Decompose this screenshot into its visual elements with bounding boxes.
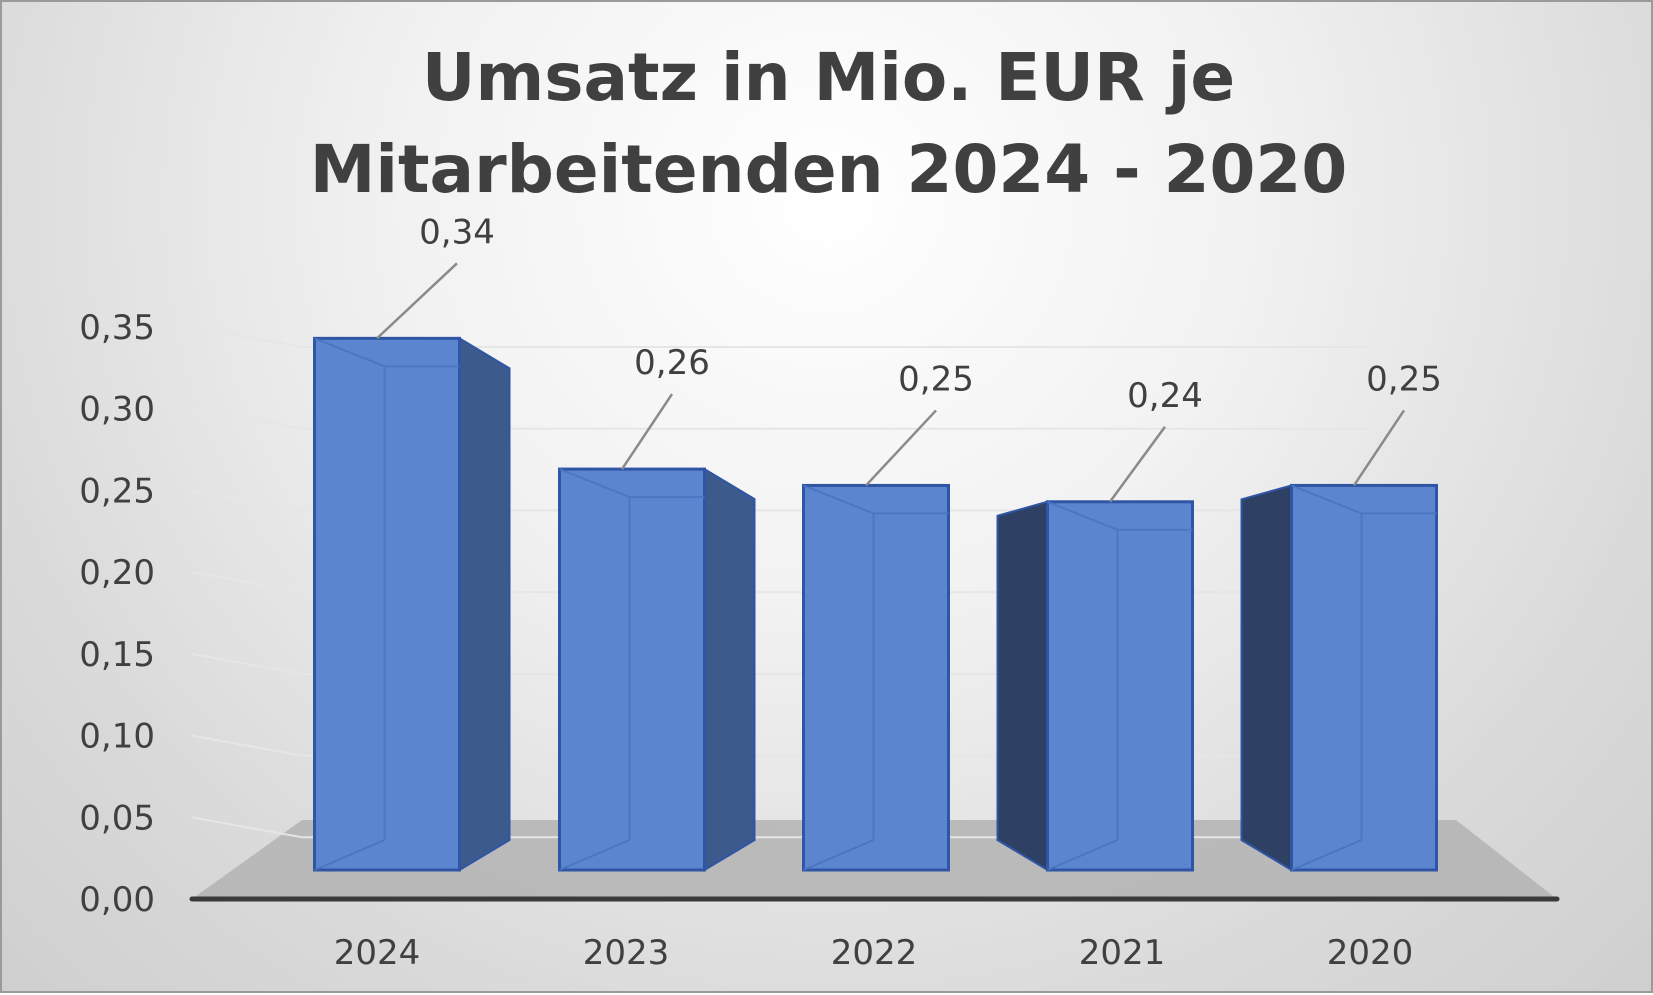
bar bbox=[802, 483, 950, 872]
gridline bbox=[191, 489, 1367, 512]
data-label: 0,25 bbox=[1366, 359, 1442, 399]
bar-inner-edge bbox=[1047, 839, 1118, 871]
bar-inner-edge bbox=[1291, 839, 1362, 871]
data-label: 0,25 bbox=[898, 359, 974, 399]
bar-group: 0,34 bbox=[313, 212, 511, 872]
bar-group: 0,25 bbox=[1240, 359, 1442, 872]
chart-title-line-2: Mitarbeitenden 2024 - 2020 bbox=[309, 131, 1348, 208]
bar-inner-edge bbox=[559, 839, 630, 871]
gridline bbox=[191, 407, 1367, 430]
bar-inner-edge bbox=[803, 839, 874, 871]
bar-side-face bbox=[703, 467, 756, 872]
bar bbox=[313, 336, 461, 872]
data-label: 0,34 bbox=[419, 212, 495, 252]
bar-group: 0,26 bbox=[558, 343, 756, 872]
data-label-leader bbox=[620, 393, 674, 470]
x-tick-label: 2021 bbox=[1079, 933, 1166, 973]
bar bbox=[1290, 483, 1438, 872]
x-tick-label: 2022 bbox=[831, 933, 918, 973]
bar-side-face bbox=[1240, 484, 1293, 872]
data-label-leader bbox=[1108, 426, 1167, 503]
y-tick-label: 0,00 bbox=[79, 880, 155, 920]
y-tick-label: 0,35 bbox=[79, 308, 155, 348]
data-label: 0,24 bbox=[1127, 376, 1203, 416]
chart-title: Umsatz in Mio. EUR je Mitarbeitenden 202… bbox=[2, 32, 1653, 216]
x-tick-label: 2020 bbox=[1327, 933, 1414, 973]
data-label-leader bbox=[865, 409, 937, 487]
data-label: 0,26 bbox=[634, 343, 710, 383]
y-tick-label: 0,15 bbox=[79, 635, 155, 675]
gridline bbox=[191, 326, 1367, 348]
y-tick-label: 0,10 bbox=[79, 717, 155, 757]
x-tick-label: 2024 bbox=[334, 933, 421, 973]
chart-title-line-1: Umsatz in Mio. EUR je bbox=[421, 39, 1236, 116]
data-label-leader bbox=[1352, 409, 1406, 487]
bar-group: 0,24 bbox=[996, 376, 1203, 872]
bar-group: 0,25 bbox=[802, 359, 974, 872]
y-tick-label: 0,30 bbox=[79, 390, 155, 430]
y-tick-label: 0,25 bbox=[79, 471, 155, 511]
bar-inner-edge bbox=[314, 839, 385, 871]
data-label-leader bbox=[376, 262, 458, 340]
bar-side-face bbox=[996, 500, 1049, 872]
y-tick-label: 0,20 bbox=[79, 553, 155, 593]
bar bbox=[558, 467, 706, 872]
bar-side-face bbox=[458, 336, 511, 872]
bar bbox=[1046, 500, 1194, 872]
y-tick-label: 0,05 bbox=[79, 798, 155, 838]
x-tick-label: 2023 bbox=[583, 933, 670, 973]
